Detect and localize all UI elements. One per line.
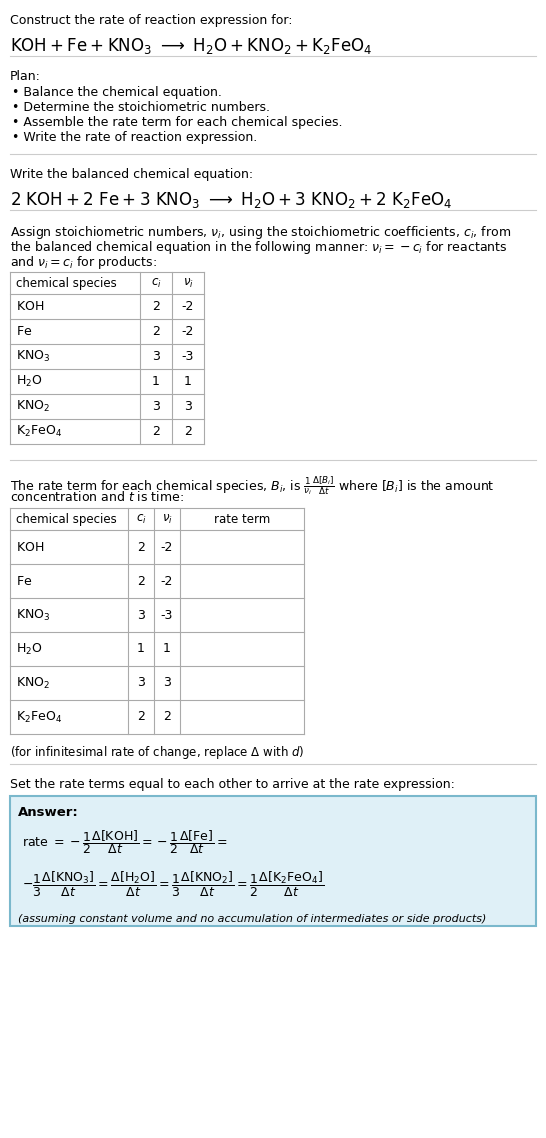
Text: (assuming constant volume and no accumulation of intermediates or side products): (assuming constant volume and no accumul… — [18, 914, 486, 924]
Text: concentration and $t$ is time:: concentration and $t$ is time: — [10, 490, 184, 504]
Text: the balanced chemical equation in the following manner: $\nu_i = -c_i$ for react: the balanced chemical equation in the fo… — [10, 239, 507, 256]
Text: 1: 1 — [137, 643, 145, 655]
Text: Plan:: Plan: — [10, 71, 41, 83]
Text: • Balance the chemical equation.: • Balance the chemical equation. — [12, 86, 222, 99]
Text: 3: 3 — [137, 676, 145, 690]
Text: (for infinitesimal rate of change, replace $\Delta$ with $d$): (for infinitesimal rate of change, repla… — [10, 744, 305, 761]
Text: chemical species: chemical species — [16, 512, 117, 526]
Text: rate $= -\dfrac{1}{2}\dfrac{\Delta[\mathrm{KOH}]}{\Delta t} = -\dfrac{1}{2}\dfra: rate $= -\dfrac{1}{2}\dfrac{\Delta[\math… — [22, 828, 228, 856]
Text: $\mathregular{KNO_3}$: $\mathregular{KNO_3}$ — [16, 349, 50, 364]
Text: $\mathrm{KOH + Fe + KNO_3}\ \longrightarrow\ \mathrm{H_2O + KNO_2 + K_2FeO_4}$: $\mathrm{KOH + Fe + KNO_3}\ \longrightar… — [10, 36, 372, 56]
Text: -2: -2 — [182, 325, 194, 338]
Text: • Determine the stoichiometric numbers.: • Determine the stoichiometric numbers. — [12, 101, 270, 114]
Text: 1: 1 — [152, 376, 160, 388]
Text: $\mathregular{K_2FeO_4}$: $\mathregular{K_2FeO_4}$ — [16, 709, 62, 725]
Text: $\nu_i$: $\nu_i$ — [162, 512, 173, 526]
Text: 2: 2 — [152, 424, 160, 438]
Text: 3: 3 — [184, 399, 192, 413]
Text: 2: 2 — [184, 424, 192, 438]
Text: -2: -2 — [161, 575, 173, 587]
Text: 3: 3 — [152, 351, 160, 363]
Text: rate term: rate term — [214, 512, 270, 526]
Text: $-\dfrac{1}{3}\dfrac{\Delta[\mathrm{KNO_3}]}{\Delta t} = \dfrac{\Delta[\mathrm{H: $-\dfrac{1}{3}\dfrac{\Delta[\mathrm{KNO_… — [22, 869, 324, 899]
Text: The rate term for each chemical species, $B_i$, is $\frac{1}{\nu_i}\frac{\Delta : The rate term for each chemical species,… — [10, 475, 495, 497]
Text: $\mathregular{KOH}$: $\mathregular{KOH}$ — [16, 541, 44, 553]
Text: $\mathregular{H_2O}$: $\mathregular{H_2O}$ — [16, 642, 43, 657]
Text: $c_i$: $c_i$ — [151, 277, 162, 289]
Text: Write the balanced chemical equation:: Write the balanced chemical equation: — [10, 168, 253, 181]
Text: Assign stoichiometric numbers, $\nu_i$, using the stoichiometric coefficients, $: Assign stoichiometric numbers, $\nu_i$, … — [10, 224, 511, 241]
Text: $\mathregular{Fe}$: $\mathregular{Fe}$ — [16, 325, 32, 338]
Text: Answer:: Answer: — [18, 806, 79, 819]
Text: • Assemble the rate term for each chemical species.: • Assemble the rate term for each chemic… — [12, 116, 342, 129]
Text: 2: 2 — [152, 300, 160, 313]
Text: $\mathregular{H_2O}$: $\mathregular{H_2O}$ — [16, 374, 43, 389]
Text: $\mathregular{KOH}$: $\mathregular{KOH}$ — [16, 300, 44, 313]
Text: -2: -2 — [182, 300, 194, 313]
Text: Set the rate terms equal to each other to arrive at the rate expression:: Set the rate terms equal to each other t… — [10, 778, 455, 791]
Text: -3: -3 — [161, 609, 173, 621]
Text: and $\nu_i = c_i$ for products:: and $\nu_i = c_i$ for products: — [10, 254, 157, 271]
Text: 1: 1 — [184, 376, 192, 388]
Text: 1: 1 — [163, 643, 171, 655]
Text: 2: 2 — [137, 710, 145, 724]
Text: $\nu_i$: $\nu_i$ — [182, 277, 193, 289]
Text: 3: 3 — [163, 676, 171, 690]
Text: $\mathrm{2\ KOH + 2\ Fe + 3\ KNO_3}\ \longrightarrow\ \mathrm{H_2O + 3\ KNO_2 + : $\mathrm{2\ KOH + 2\ Fe + 3\ KNO_3}\ \lo… — [10, 190, 452, 211]
Text: $\mathregular{KNO_2}$: $\mathregular{KNO_2}$ — [16, 399, 50, 414]
Text: • Write the rate of reaction expression.: • Write the rate of reaction expression. — [12, 131, 257, 145]
Text: $c_i$: $c_i$ — [135, 512, 146, 526]
Text: 3: 3 — [137, 609, 145, 621]
Text: 2: 2 — [163, 710, 171, 724]
Text: 3: 3 — [152, 399, 160, 413]
FancyBboxPatch shape — [10, 795, 536, 926]
Text: 2: 2 — [137, 575, 145, 587]
Text: Construct the rate of reaction expression for:: Construct the rate of reaction expressio… — [10, 14, 293, 27]
Text: 2: 2 — [152, 325, 160, 338]
Text: chemical species: chemical species — [16, 277, 117, 289]
Text: $\mathregular{KNO_2}$: $\mathregular{KNO_2}$ — [16, 676, 50, 691]
Text: $\mathregular{KNO_3}$: $\mathregular{KNO_3}$ — [16, 608, 50, 622]
Text: 2: 2 — [137, 541, 145, 553]
Text: $\mathregular{K_2FeO_4}$: $\mathregular{K_2FeO_4}$ — [16, 424, 62, 439]
Text: $\mathregular{Fe}$: $\mathregular{Fe}$ — [16, 575, 32, 587]
Text: -2: -2 — [161, 541, 173, 553]
Text: -3: -3 — [182, 351, 194, 363]
